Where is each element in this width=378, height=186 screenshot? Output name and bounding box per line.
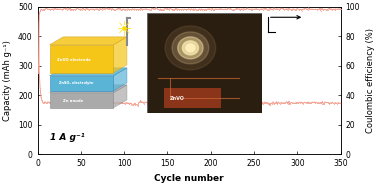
Text: 1 A g⁻¹: 1 A g⁻¹: [50, 133, 84, 142]
X-axis label: Cycle number: Cycle number: [154, 174, 224, 182]
Y-axis label: Coulombic efficiency (%): Coulombic efficiency (%): [366, 28, 375, 133]
Y-axis label: Capacity (mAh g⁻¹): Capacity (mAh g⁻¹): [3, 40, 12, 121]
